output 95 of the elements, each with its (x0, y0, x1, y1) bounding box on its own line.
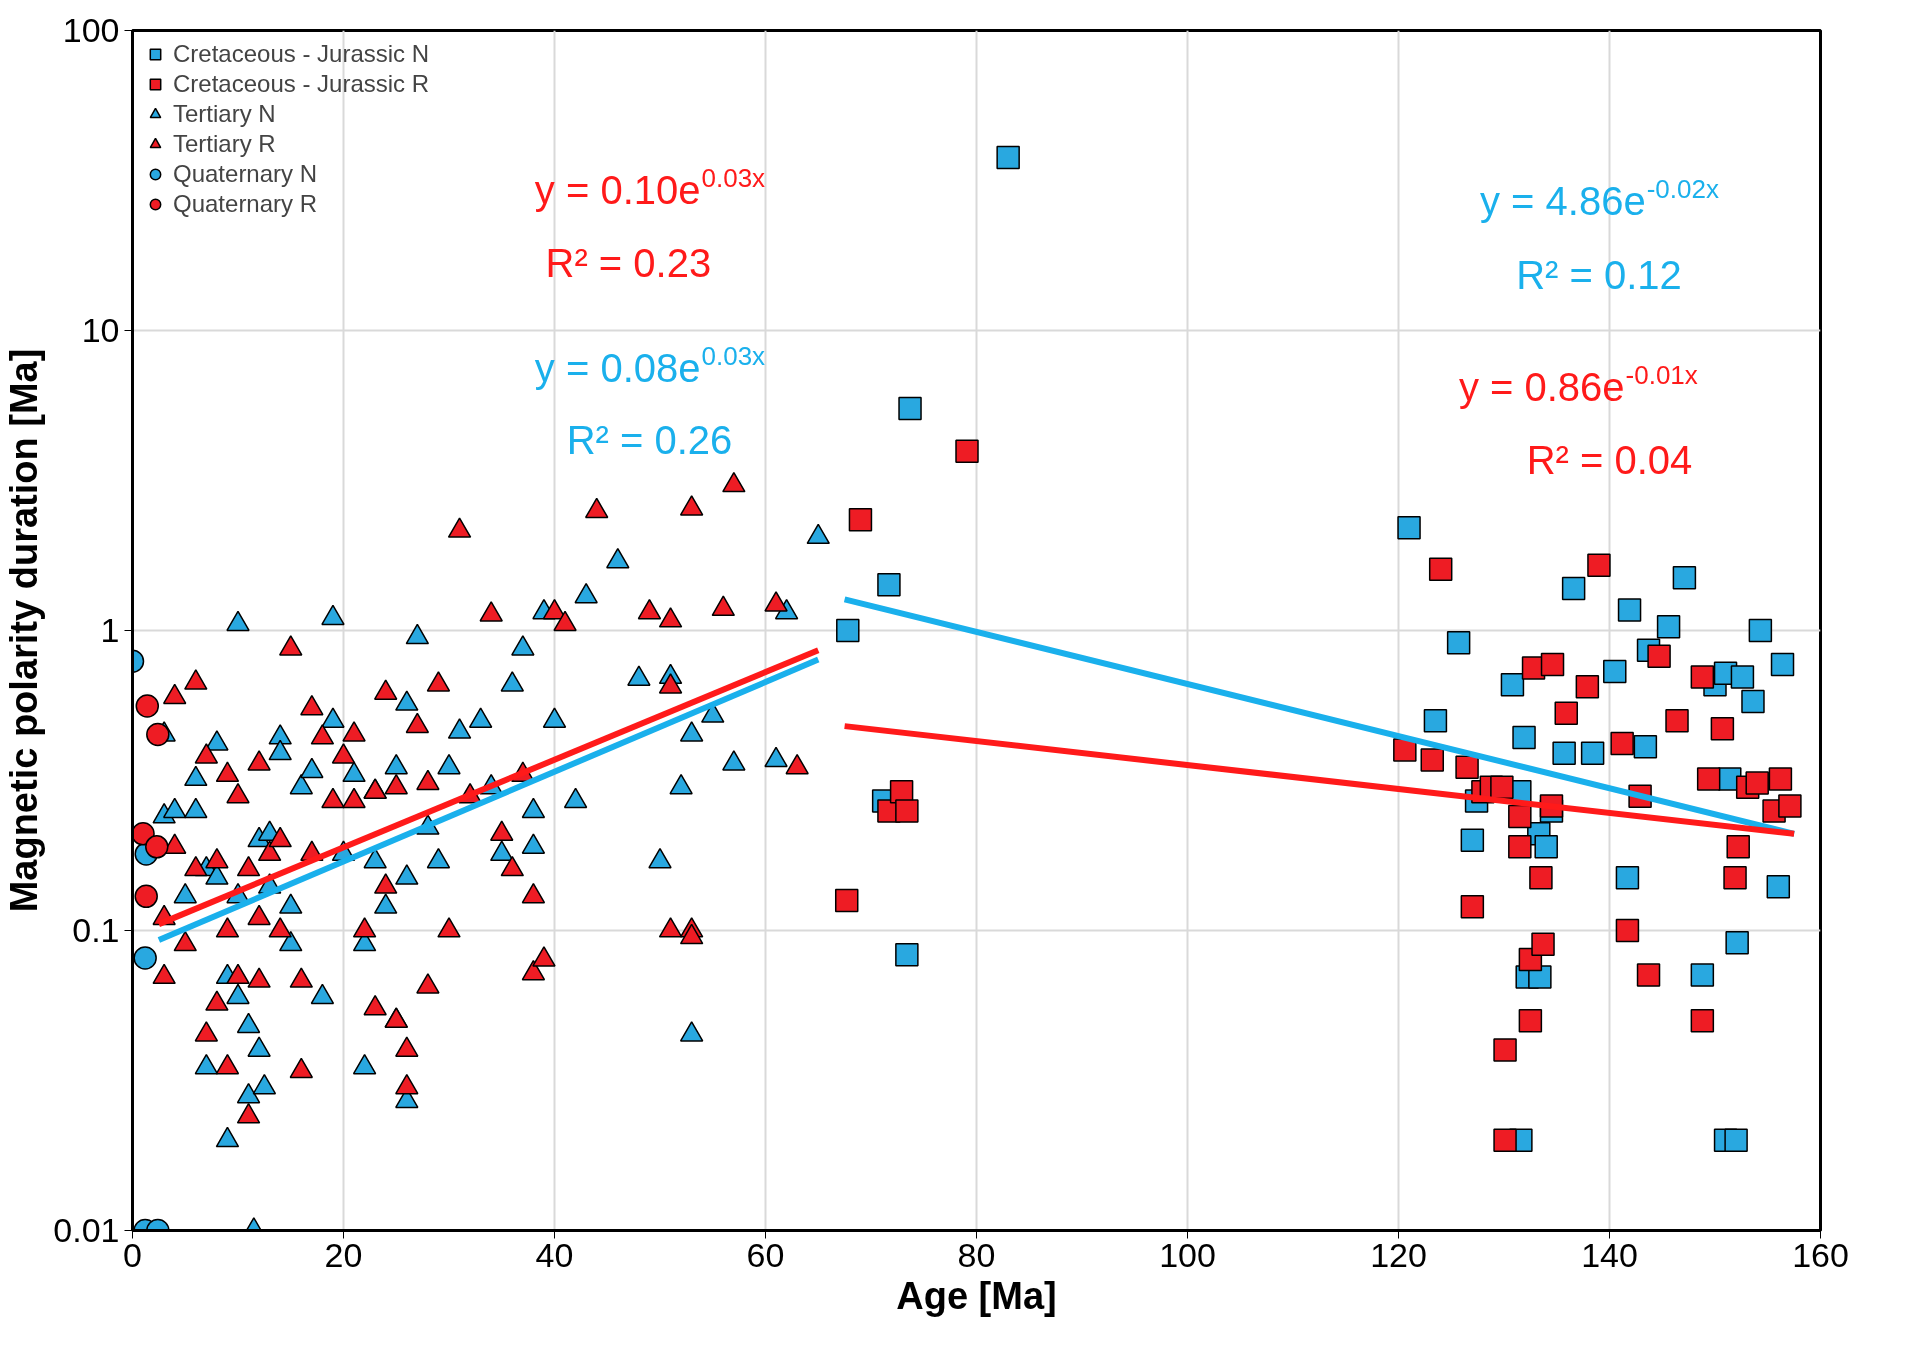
y-tick-label: 10 (81, 311, 120, 349)
point (1768, 767, 1793, 791)
y-axis-title: Magnetic polarity duration [Ma] (3, 348, 46, 913)
x-tick-label: 60 (746, 1235, 785, 1274)
point (1561, 576, 1586, 601)
point (1512, 725, 1536, 750)
y-tick-label: 100 (62, 11, 120, 49)
x-tick-label: 20 (324, 1235, 363, 1274)
point (1393, 738, 1417, 762)
point (1508, 804, 1532, 829)
legend-label: Cretaceous - Jurassic R (173, 70, 430, 98)
point (1554, 701, 1578, 725)
point (1748, 618, 1773, 643)
legend-label: Quaternary N (173, 160, 318, 188)
point (1647, 644, 1671, 669)
point (1690, 963, 1715, 987)
point (1690, 665, 1715, 689)
x-tick-label: 120 (1370, 1235, 1427, 1274)
x-tick-label: 40 (535, 1235, 574, 1274)
point (1633, 734, 1658, 759)
point (1460, 828, 1485, 852)
point (1615, 865, 1640, 890)
annotation: R² = 0.04 (1526, 438, 1693, 483)
point (1741, 689, 1765, 714)
point (1428, 557, 1453, 582)
point (1540, 652, 1565, 677)
point (1725, 931, 1749, 955)
point (1615, 918, 1640, 943)
point (1656, 614, 1681, 639)
y-tick-label: 1 (100, 611, 120, 649)
point (877, 573, 901, 597)
y-tick-label: 0.1 (72, 911, 120, 949)
point (135, 694, 160, 718)
point (1493, 1128, 1517, 1152)
point (1493, 1038, 1517, 1062)
point (1636, 963, 1661, 987)
point (1518, 1009, 1543, 1033)
x-tick-label: 80 (957, 1235, 996, 1274)
point (836, 618, 860, 643)
point (1423, 709, 1448, 733)
point (1766, 874, 1791, 899)
point (1455, 755, 1479, 780)
point (1672, 565, 1697, 590)
point (1603, 659, 1627, 684)
annotation: R² = 0.23 (545, 240, 712, 285)
legend-label: Cretaceous - Jurassic N (173, 40, 430, 68)
point (1531, 932, 1555, 956)
x-tick-label: 160 (1792, 1235, 1849, 1274)
legend-label: Tertiary R (173, 130, 276, 158)
point (1617, 598, 1642, 622)
point (1723, 865, 1747, 890)
point (1500, 672, 1525, 697)
point (145, 835, 169, 859)
point (1460, 895, 1485, 919)
point (1665, 709, 1689, 733)
y-tick-label: 0.01 (53, 1211, 120, 1249)
point (1575, 674, 1600, 699)
x-axis-title: Age [Ma] (896, 1274, 1057, 1317)
point (996, 145, 1020, 170)
point (1778, 794, 1802, 818)
point (848, 507, 873, 532)
point (1397, 516, 1421, 540)
point (1745, 771, 1769, 795)
point (1529, 865, 1553, 890)
point (1730, 665, 1755, 689)
annotation: R² = 0.26 (566, 418, 733, 463)
point (834, 888, 859, 913)
point (146, 722, 170, 747)
point (1446, 631, 1471, 655)
point (133, 946, 157, 970)
point (955, 439, 979, 463)
point (1534, 835, 1558, 859)
point (898, 396, 922, 421)
point (1580, 741, 1605, 765)
point (1490, 775, 1514, 800)
x-tick-label: 0 (123, 1235, 142, 1274)
legend-label: Tertiary N (173, 100, 276, 128)
point (1508, 835, 1532, 859)
point (1420, 748, 1445, 772)
point (1587, 553, 1611, 577)
x-tick-label: 140 (1581, 1235, 1638, 1274)
point (1690, 1009, 1715, 1033)
x-tick-label: 100 (1159, 1235, 1216, 1274)
point (895, 799, 919, 823)
point (895, 943, 919, 967)
point (134, 884, 158, 909)
point (1724, 1128, 1748, 1152)
legend-label: Quaternary R (173, 190, 318, 218)
point (1610, 731, 1634, 756)
point (1770, 652, 1795, 677)
point (1710, 717, 1735, 741)
point (1726, 835, 1750, 859)
annotation: R² = 0.12 (1516, 253, 1682, 298)
point (1552, 741, 1576, 765)
point (1696, 767, 1721, 791)
